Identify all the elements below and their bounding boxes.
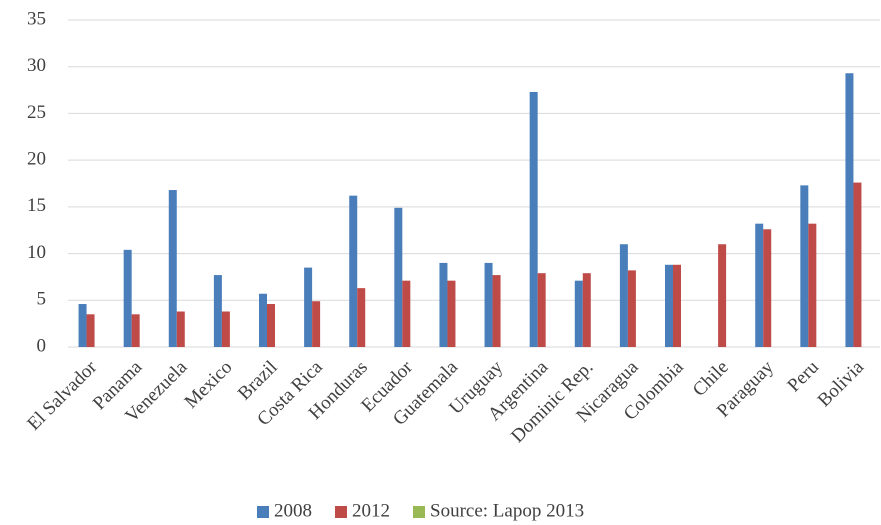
legend-swatch xyxy=(413,506,425,518)
legend-label: 2012 xyxy=(352,500,390,521)
bar xyxy=(665,264,673,347)
bar xyxy=(627,270,636,347)
y-tick-label: 5 xyxy=(37,289,47,310)
bar xyxy=(800,185,809,347)
y-tick-label: 15 xyxy=(27,195,46,216)
x-tick-label: El Salvador xyxy=(23,356,101,434)
bar xyxy=(123,249,132,347)
bar xyxy=(312,301,321,347)
bar xyxy=(808,223,817,347)
bar xyxy=(673,264,681,347)
bar xyxy=(349,195,358,347)
bar xyxy=(402,280,411,347)
bar xyxy=(574,280,583,347)
y-tick-label: 30 xyxy=(27,55,46,76)
y-tick-label: 25 xyxy=(27,102,46,123)
bar xyxy=(755,223,764,347)
bar xyxy=(447,280,456,347)
bar xyxy=(537,273,546,347)
bar xyxy=(213,275,222,347)
bar xyxy=(304,267,313,347)
bar xyxy=(259,293,267,347)
bar xyxy=(131,314,140,347)
bar xyxy=(763,229,772,347)
y-tick-label: 20 xyxy=(27,149,46,170)
bar xyxy=(78,304,87,347)
bar xyxy=(394,207,403,347)
bar xyxy=(86,314,95,347)
bar xyxy=(357,288,366,347)
bar xyxy=(168,190,177,347)
bar xyxy=(221,311,230,347)
x-tick-label: Bolivia xyxy=(814,356,869,411)
y-tick-label: 10 xyxy=(27,242,46,263)
y-tick-label: 0 xyxy=(37,335,47,356)
legend-label: 2008 xyxy=(274,500,312,521)
bar xyxy=(853,182,862,347)
bar xyxy=(582,273,591,347)
y-tick-label: 35 xyxy=(27,8,46,29)
legend-swatch xyxy=(257,506,269,518)
legend-label: Source: Lapop 2013 xyxy=(430,500,584,521)
bar xyxy=(439,262,448,347)
bar xyxy=(718,244,727,347)
bar xyxy=(176,311,185,347)
bar xyxy=(529,91,538,347)
bar xyxy=(845,73,854,348)
x-tick-label: Mexico xyxy=(181,357,237,413)
bar xyxy=(267,304,275,347)
bar xyxy=(492,275,501,347)
x-tick-label: Peru xyxy=(783,356,823,396)
bar xyxy=(619,244,628,347)
legend-swatch xyxy=(335,506,347,518)
bar xyxy=(484,262,493,347)
